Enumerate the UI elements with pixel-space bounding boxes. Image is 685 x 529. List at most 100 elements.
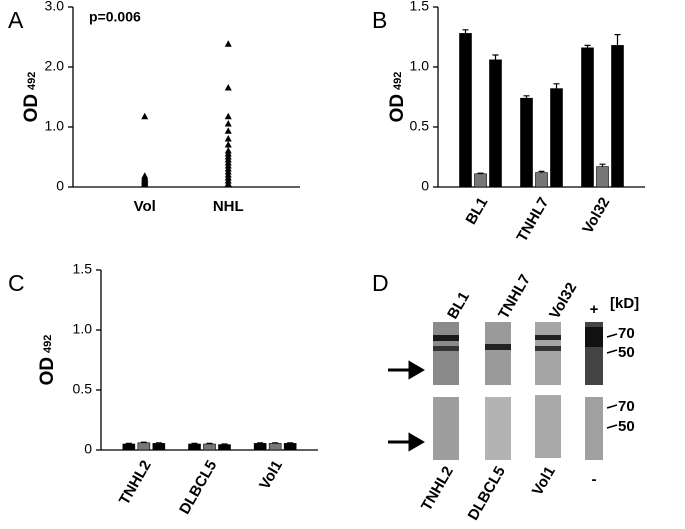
lane-label: Vol32 <box>546 280 580 322</box>
data-point <box>224 84 232 91</box>
data-point <box>141 180 149 188</box>
unit-label: [kD] <box>610 295 639 312</box>
bar <box>188 443 201 451</box>
bar <box>520 97 533 188</box>
bar <box>268 443 282 451</box>
blot-band <box>433 346 459 351</box>
lane-label: TNHL2 <box>418 463 457 513</box>
x-tick-label: Vol32 <box>579 194 613 236</box>
y-tick-label: 0 <box>84 441 92 457</box>
blot-panel: D BL1 TNHL7 Vol32 + [kD] 70 50 70 50 TNH… <box>372 270 639 523</box>
data-point <box>224 127 232 134</box>
x-tick-label: BL1 <box>463 194 492 227</box>
error-bar <box>221 443 228 445</box>
bar <box>218 444 231 451</box>
x-tick-label: TNHL7 <box>514 194 553 244</box>
error-bar <box>257 442 264 444</box>
arrow <box>388 432 425 452</box>
bar <box>611 45 624 188</box>
lane-label: DLBCL5 <box>465 463 509 523</box>
error-bar <box>191 442 198 444</box>
y-tick-label: 1.0 <box>45 118 65 134</box>
y-tick-label: 0 <box>56 178 64 194</box>
error-bar <box>155 442 162 444</box>
blot-band <box>585 327 603 347</box>
blot-band <box>535 346 561 351</box>
data-point <box>224 40 232 47</box>
y-tick-label: 2.0 <box>45 58 65 74</box>
arrow <box>388 360 425 380</box>
bar <box>489 59 502 188</box>
data-point <box>224 141 232 148</box>
blot-strip <box>535 395 561 458</box>
blot-band <box>535 335 561 340</box>
panel-letter: A <box>8 7 24 33</box>
lane-label: - <box>592 471 597 488</box>
bar <box>596 166 609 188</box>
data-point <box>224 120 232 127</box>
error-bar <box>477 172 484 174</box>
lane-label: + <box>590 301 599 318</box>
y-axis-label-main: OD <box>21 94 42 123</box>
y-axis-label-sub: 492 <box>42 335 54 353</box>
lane-label: Vol1 <box>529 463 559 498</box>
lane-label: TNHL7 <box>495 272 534 322</box>
panel-letter: B <box>372 7 387 33</box>
error-bar <box>599 163 606 167</box>
y-axis-label-sub: 492 <box>392 72 404 90</box>
marker-label: 50 <box>618 344 635 361</box>
y-tick-label: 1.5 <box>410 0 430 14</box>
bar <box>459 33 472 188</box>
error-bar <box>538 170 545 173</box>
bar <box>581 47 594 188</box>
blot-band <box>485 344 511 350</box>
error-bar <box>125 442 132 444</box>
panel-letter: C <box>8 270 25 296</box>
marker-tick <box>606 333 618 429</box>
y-axis-label: OD 492 <box>387 72 408 123</box>
blot-strip <box>585 397 603 460</box>
y-axis-label: OD 492 <box>21 72 42 123</box>
error-bar <box>584 44 591 48</box>
lane-label: BL1 <box>444 289 473 322</box>
y-axis-label-main: OD <box>387 94 408 123</box>
y-axis-label: OD 492 <box>37 335 58 386</box>
data-point <box>224 135 232 142</box>
blot-strip <box>433 397 459 460</box>
blot-strip <box>485 397 511 460</box>
x-tick-label: Vol1 <box>256 457 286 492</box>
error-bar <box>492 54 499 60</box>
marker-label: 70 <box>618 325 635 342</box>
x-tick-label: Vol <box>134 198 156 215</box>
y-axis-label-sub: 492 <box>26 72 38 90</box>
bar <box>535 172 548 188</box>
error-bar <box>206 442 213 444</box>
y-tick-label: 1.5 <box>73 261 93 277</box>
bar <box>253 443 267 451</box>
y-axis-label-main: OD <box>37 357 58 386</box>
error-bar <box>614 34 621 46</box>
panel-letter: D <box>372 270 389 296</box>
error-bar <box>553 83 560 89</box>
error-bar <box>272 442 279 444</box>
marker-label: 50 <box>618 418 635 435</box>
blot-strip <box>535 322 561 385</box>
bar <box>122 443 136 451</box>
y-tick-label: 0 <box>421 178 429 194</box>
blot-strip <box>433 322 459 385</box>
error-bar <box>462 29 469 34</box>
error-bar <box>140 441 147 443</box>
error-bar <box>523 95 530 99</box>
data-point <box>224 180 232 187</box>
data-point <box>224 112 232 120</box>
bar <box>137 442 151 451</box>
y-tick-label: 3.0 <box>45 0 65 14</box>
bar <box>203 443 216 451</box>
data-point <box>141 112 149 120</box>
x-tick-label: TNHL2 <box>116 457 155 507</box>
annotation: p=0.006 <box>89 9 141 25</box>
bar <box>152 443 166 451</box>
y-tick-label: 1.0 <box>410 58 430 74</box>
y-tick-label: 0.5 <box>73 381 93 397</box>
